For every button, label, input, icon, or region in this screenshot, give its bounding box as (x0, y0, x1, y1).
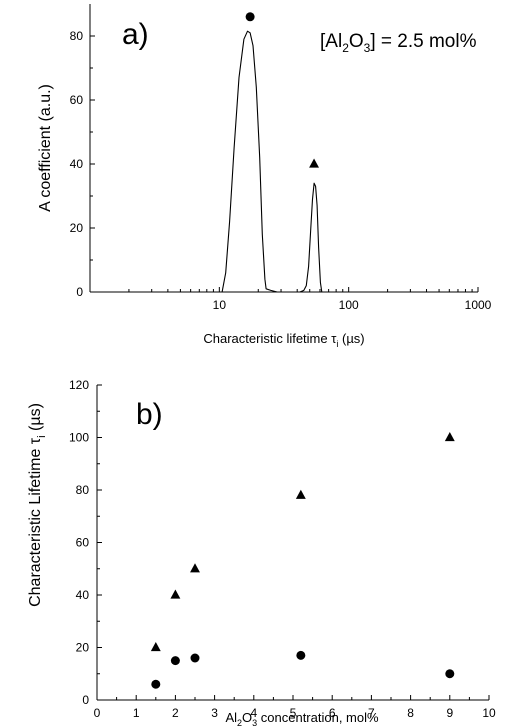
panel-label-a: a) (122, 18, 149, 51)
panel-b-circle-point (170, 656, 180, 666)
panel-b-y-ticks: 0 20 40 60 80 100 120 (69, 378, 102, 707)
panel-a-y-tick-label: 0 (76, 285, 83, 299)
panel-a-x-tick-label: 10 (213, 298, 227, 312)
panel-b-x-tick-label: 3 (211, 706, 218, 720)
panel-a-circle-marker (245, 12, 255, 22)
panel-b-triangle-point (295, 489, 306, 499)
panel-a-x-ticks: 10 100 1000 (89, 287, 492, 312)
panel-b-circle-point (190, 653, 200, 663)
panel-a-y-ticks: 0 20 40 60 80 (70, 29, 95, 299)
panel-a-x-axis-title: Characteristic lifetime τi (µs) (203, 331, 364, 349)
panel-b-x-tick-label: 1 (133, 706, 140, 720)
panel-b-triangle-point (170, 589, 181, 599)
panel-b-x-tick-label: 0 (94, 706, 101, 720)
panel-b-triangle-point (150, 642, 161, 652)
panel-b-circle-point (445, 669, 455, 679)
panel-b-y-tick-label: 0 (82, 693, 89, 707)
panel-b-circle-point (151, 679, 161, 689)
panel-b-circle-point (296, 650, 306, 660)
panel-b-axes (96, 385, 489, 701)
panel-b-x-tick-label: 6 (329, 706, 336, 720)
panel-a-markers (245, 12, 320, 168)
panel-b: b) 0 20 40 60 80 100 120 0 1 2 3 4 5 6 7 8 9 10 Al2O3 co… (27, 378, 496, 728)
panel-a-y-tick-label: 60 (70, 93, 84, 107)
panel-a-annotation: [Al2O3] = 2.5 mol% (320, 31, 477, 55)
panel-b-x-tick-label: 9 (446, 706, 453, 720)
panel-b-x-tick-label: 4 (250, 706, 257, 720)
panel-a-y-tick-label: 80 (70, 29, 84, 43)
panel-b-points (150, 432, 455, 689)
panel-b-y-tick-label: 20 (76, 641, 90, 655)
panel-b-triangle-point (190, 563, 200, 573)
panel-a-x-tick-label: 1000 (465, 298, 492, 312)
panel-b-x-tick-label: 8 (407, 706, 414, 720)
panel-b-x-tick-label: 2 (172, 706, 179, 720)
panel-b-x-tick-label: 10 (482, 706, 496, 720)
panel-label-b: b) (136, 398, 163, 431)
panel-b-y-tick-label: 120 (69, 378, 89, 392)
panel-b-triangle-point (444, 432, 455, 442)
panel-b-y-tick-label: 40 (76, 588, 90, 602)
panel-b-y-tick-label: 100 (69, 431, 89, 445)
panel-a-y-axis-title: A coefficient (a.u.) (37, 84, 54, 212)
panel-b-y-axis-title: Characteristic Lifetime τi (µs) (27, 403, 48, 607)
panel-a-y-tick-label: 40 (70, 157, 84, 171)
panel-b-x-tick-label: 7 (368, 706, 375, 720)
panel-a-series-line (221, 30, 478, 293)
panel-b-x-ticks: 0 1 2 3 4 5 6 7 8 9 10 (94, 695, 496, 720)
panel-b-y-tick-label: 80 (76, 483, 90, 497)
panel-b-y-tick-label: 60 (76, 536, 90, 550)
panel-b-x-axis-title: Al2O3 concentration, mol% (225, 710, 379, 728)
panel-a-series (221, 30, 478, 293)
panel-b-x-tick-label: 5 (290, 706, 297, 720)
panel-a-y-tick-label: 20 (70, 221, 84, 235)
panel-a: a) [Al2O3] = 2.5 mol% 0 20 40 60 80 10 100 100… (37, 4, 492, 349)
panel-a-triangle-marker (309, 158, 320, 168)
panel-a-x-tick-label: 100 (339, 298, 359, 312)
